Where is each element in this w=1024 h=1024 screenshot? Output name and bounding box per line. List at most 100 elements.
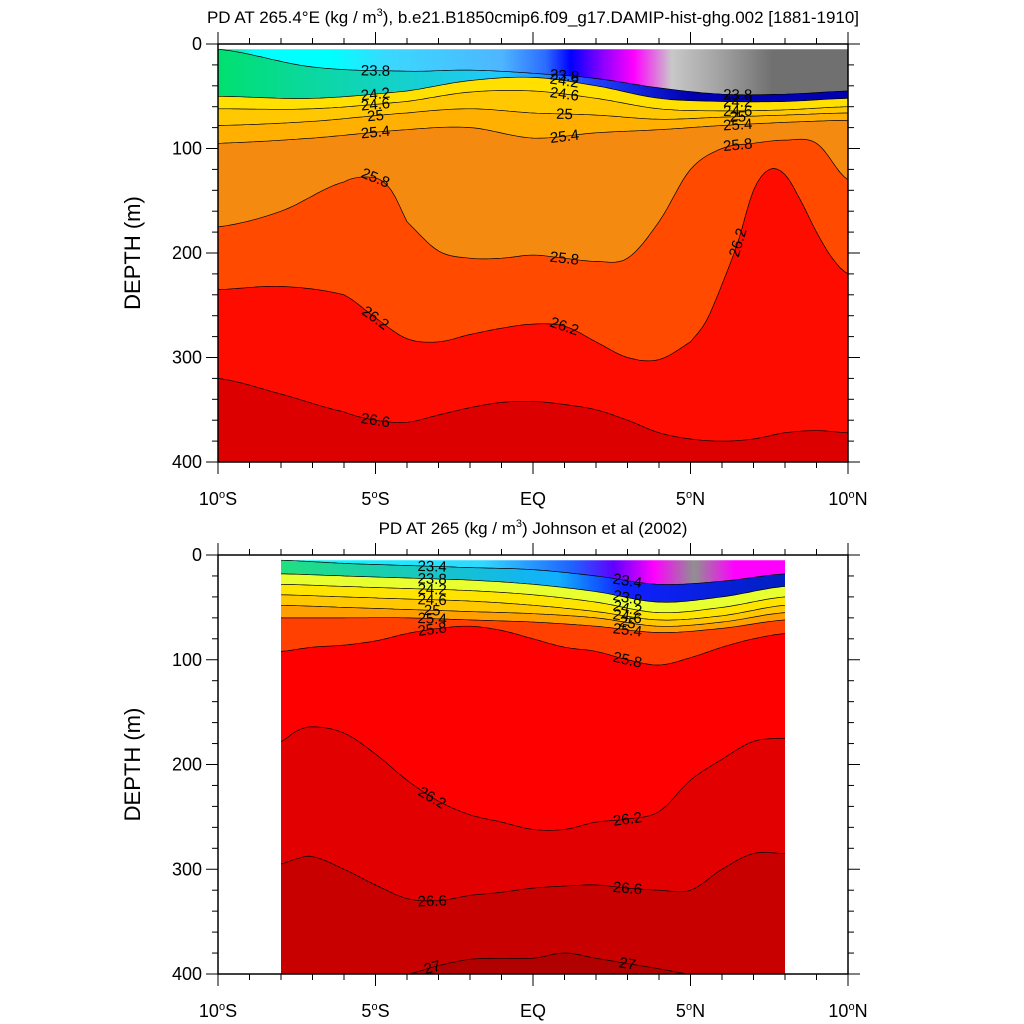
y-tick-label: 400: [172, 964, 202, 984]
contour-label: 25: [729, 108, 746, 126]
contour-fills: [281, 560, 785, 974]
contour-band-26.6: [218, 378, 848, 462]
contour-label: 26.6: [417, 892, 447, 910]
contour-line-24.2: [218, 76, 849, 103]
x-tick-label: 10oS: [199, 489, 237, 509]
contour-band-25.8: [281, 626, 785, 831]
contour-label: 24.6: [723, 103, 752, 120]
contour-band-23.8: [281, 573, 785, 613]
contour-label: 25.8: [611, 649, 643, 672]
x-tick-label: 5oS: [361, 1001, 389, 1021]
contour-band-25.4: [218, 120, 848, 263]
contour-label: 25.4: [549, 127, 580, 147]
y-tick-label: 300: [172, 859, 202, 879]
contour-band-25.8: [218, 139, 848, 361]
x-tick-label: 5oS: [361, 489, 389, 509]
x-tick-label: 5oN: [676, 1001, 705, 1021]
contour-line-26.2: [280, 726, 786, 831]
chart-title: PD AT 265.4°E (kg / m3), b.e21.B1850cmip…: [207, 7, 859, 27]
contour-band-24.6: [281, 594, 785, 627]
y-tick-label: 300: [172, 348, 202, 368]
contour-band-24.6: [218, 90, 848, 126]
contour-line-26.2: [217, 168, 849, 362]
contour-line-23.8: [217, 48, 849, 96]
contour-line-23.4: [280, 559, 786, 585]
x-tick-label: 10oN: [828, 489, 867, 509]
y-axis-label: DEPTH (m): [120, 708, 145, 822]
contour-label: 26.2: [612, 809, 643, 830]
contour-label: 26.6: [360, 410, 391, 431]
contour-label: 27: [422, 957, 443, 978]
contour-label: 24.2: [417, 581, 447, 599]
contour-label: 25.4: [417, 610, 447, 628]
contour-lines: [217, 48, 849, 442]
contour-label: 23.8: [361, 62, 391, 80]
contour-label: 23.4: [612, 571, 643, 592]
x-tick-label: 10oN: [828, 1001, 867, 1021]
contour-label: 25.4: [612, 620, 643, 640]
contour-band-23.4: [281, 560, 785, 603]
contour-labels: 23.8 23.823.824.224.224.224.624.624.625 25…: [358, 62, 753, 431]
contour-band-25: [281, 605, 785, 633]
y-tick-label: 200: [172, 243, 202, 263]
contour-band-26.6: [281, 852, 785, 974]
contour-label: 25: [618, 613, 637, 632]
contour-labels: 23.423.423.823.824.224.224.624.6252525.4…: [415, 558, 643, 978]
contour-label: 24.6: [417, 591, 447, 609]
contour-label: 27: [618, 954, 637, 973]
y-axis-label: DEPTH (m): [120, 196, 145, 310]
chart-title: PD AT 265 (kg / m3) Johnson et al (2002): [379, 518, 688, 538]
contour-band-23.8: [218, 49, 848, 102]
contour-label: 25: [424, 602, 441, 620]
contour-label: 24.2: [360, 85, 391, 105]
contour-line-25: [281, 604, 786, 627]
contour-label: 23.8: [611, 587, 643, 609]
y-tick-label: 100: [172, 139, 202, 159]
contour-band-24.2: [281, 584, 785, 621]
contour-label: 23.8: [417, 570, 447, 588]
y-tick-label: 0: [192, 545, 202, 565]
y-tick-label: 200: [172, 755, 202, 775]
contour-label: 24.2: [611, 597, 643, 619]
contour-band-26.2: [281, 726, 785, 901]
contour-band-surface: [218, 49, 848, 95]
contour-label: 24.6: [612, 606, 644, 627]
x-tick-label: 10oS: [199, 1001, 237, 1021]
y-tick-label: 100: [172, 650, 202, 670]
contour-band-24.2: [218, 77, 848, 111]
contour-band-27: [281, 953, 785, 974]
contour-label: 25.4: [723, 116, 753, 135]
contour-label: 24.6: [360, 95, 391, 115]
contour-label: 24.2: [549, 71, 580, 92]
contour-line-24.6: [280, 594, 786, 621]
contour-line-24.2: [280, 583, 786, 614]
contour-label: 25.8: [722, 135, 753, 155]
contour-line-24.6: [218, 90, 849, 112]
contour-label: 25.4: [360, 123, 391, 143]
contour-line-25: [217, 108, 848, 126]
contour-line-23.8: [281, 573, 786, 603]
axes: 0 100 200 300 400 10oS 5oS EQ 5oN 10oN DEPTH (m): [120, 543, 868, 1021]
contour-label: 24.6: [549, 84, 580, 105]
x-tick-label: EQ: [520, 1001, 546, 1021]
contour-label: 25.8: [417, 619, 448, 640]
contour-line-26.6: [217, 378, 849, 442]
contour-label: 25: [366, 107, 384, 125]
y-tick-label: 0: [192, 34, 202, 54]
contour-band-surface: [281, 560, 785, 585]
contour-label: 25: [556, 106, 573, 123]
x-tick-label: 5oN: [676, 489, 705, 509]
contour-label: 26.6: [612, 879, 642, 898]
contour-label: 23.8: [723, 86, 752, 103]
contour-line-25.4: [217, 119, 849, 144]
contour-line-25.8: [280, 625, 786, 666]
axes: 0 100 200 300 400 10oS 5oS EQ 5oN 10oN DEPTH (m): [120, 32, 868, 509]
y-tick-label: 400: [172, 452, 202, 472]
contour-label: 24.2: [723, 94, 752, 111]
contour-label: 25.8: [549, 249, 580, 269]
contour-band-26.2: [218, 168, 848, 442]
contour-band-25: [218, 108, 848, 144]
x-tick-label: EQ: [520, 489, 546, 509]
contour-line-26.6: [280, 852, 785, 902]
